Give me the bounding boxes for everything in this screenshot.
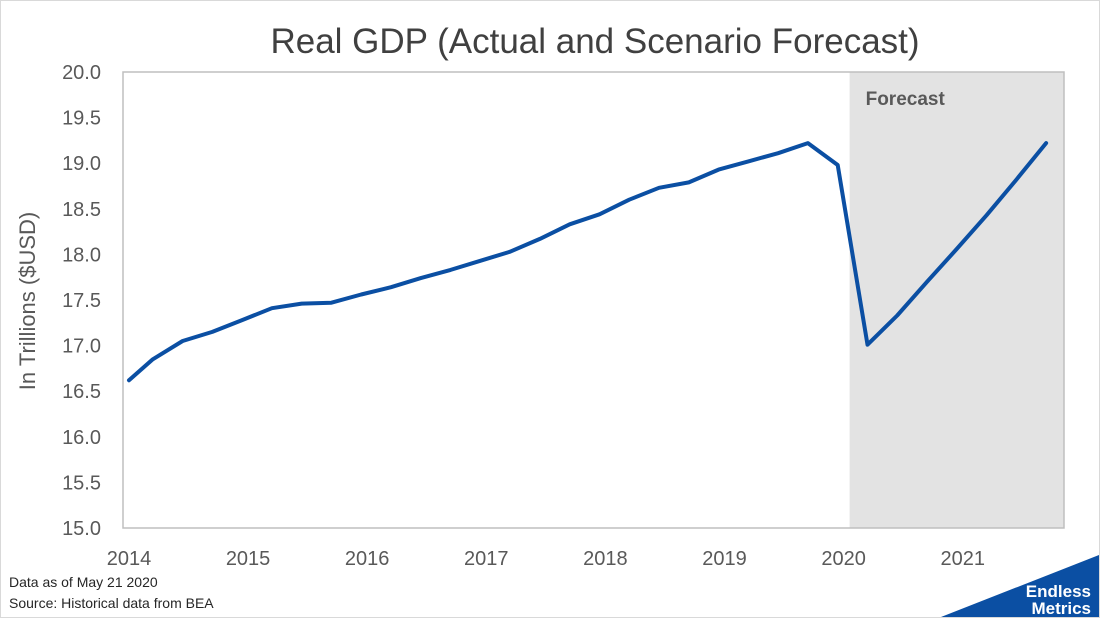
forecast-label: Forecast bbox=[866, 89, 946, 110]
x-tick-label: 2020 bbox=[821, 548, 866, 570]
x-tick-label: 2017 bbox=[464, 548, 509, 570]
x-tick-label: 2021 bbox=[941, 548, 986, 570]
y-tick-label: 18.5 bbox=[62, 199, 101, 221]
x-tick-label: 2019 bbox=[702, 548, 747, 570]
source-note: Source: Historical data from BEA bbox=[9, 595, 214, 611]
y-tick-label: 20.0 bbox=[62, 62, 101, 84]
y-tick-label: 19.5 bbox=[62, 108, 101, 130]
y-tick-label: 15.5 bbox=[62, 472, 101, 494]
y-tick-label: 18.0 bbox=[62, 244, 101, 266]
y-tick-label: 16.5 bbox=[62, 381, 101, 403]
data-date-note: Data as of May 21 2020 bbox=[9, 574, 158, 590]
x-tick-label: 2018 bbox=[583, 548, 628, 570]
y-tick-label: 17.5 bbox=[62, 290, 101, 312]
endless-metrics-logo: Endless Metrics bbox=[941, 555, 1099, 618]
y-axis-label: In Trillions ($USD) bbox=[15, 212, 40, 390]
plot-area-frame bbox=[122, 71, 1065, 529]
x-tick-label: 2016 bbox=[345, 548, 390, 570]
logo-text-line1: Endless bbox=[1026, 582, 1091, 601]
y-tick-label: 17.0 bbox=[62, 336, 101, 358]
logo-text-line2: Metrics bbox=[1031, 599, 1091, 617]
x-tick-label: 2015 bbox=[226, 548, 271, 570]
forecast-region bbox=[849, 72, 1064, 528]
chart-title: Real GDP (Actual and Scenario Forecast) bbox=[270, 22, 919, 61]
x-tick-label: 2014 bbox=[107, 548, 152, 570]
y-tick-label: 19.0 bbox=[62, 153, 101, 175]
gdp-series-line bbox=[127, 141, 1049, 383]
y-tick-label: 16.0 bbox=[62, 427, 101, 449]
y-tick-label: 15.0 bbox=[62, 518, 101, 540]
